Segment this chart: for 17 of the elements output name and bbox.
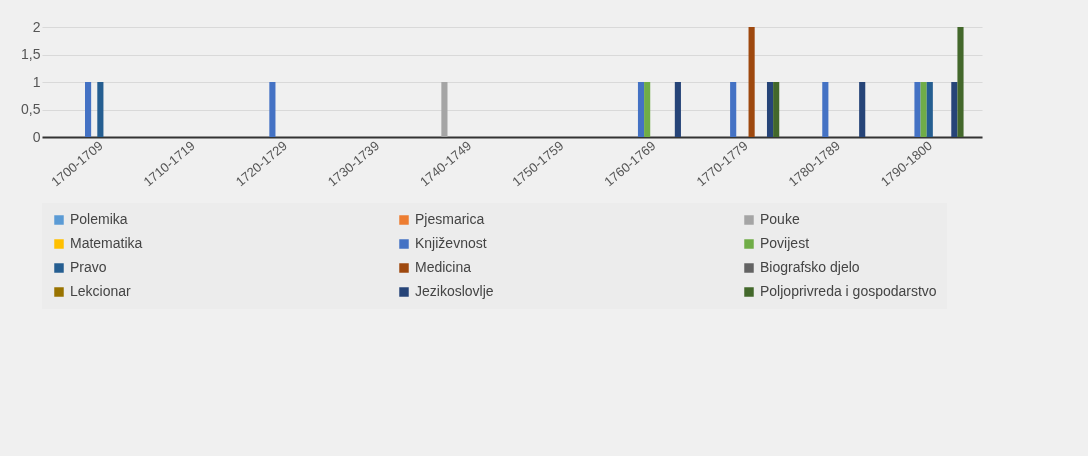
legend-label: Poljoprivreda i gospodarstvo — [760, 283, 937, 299]
legend-label: Jezikoslovlje — [415, 283, 494, 299]
legend-label: Medicina — [415, 259, 472, 275]
legend-label: Polemika — [70, 211, 128, 227]
legend-label: Povijest — [760, 235, 810, 251]
legend-label: Pjesmarica — [415, 211, 485, 227]
legend-label: Pouke — [760, 211, 800, 227]
legend-label: Književnost — [415, 235, 487, 251]
y-tick-label: 1 — [32, 73, 41, 90]
y-tick-label: 0,5 — [21, 101, 41, 117]
y-tick-label: 0 — [32, 128, 41, 145]
y-tick-label: 1,5 — [21, 46, 41, 62]
legend-label: Pravo — [70, 259, 107, 275]
y-tick-label: 2 — [32, 18, 41, 35]
legend-label: Matematika — [70, 235, 143, 251]
legend-label: Biografsko djelo — [760, 259, 860, 275]
legend-label: Lekcionar — [70, 283, 132, 299]
